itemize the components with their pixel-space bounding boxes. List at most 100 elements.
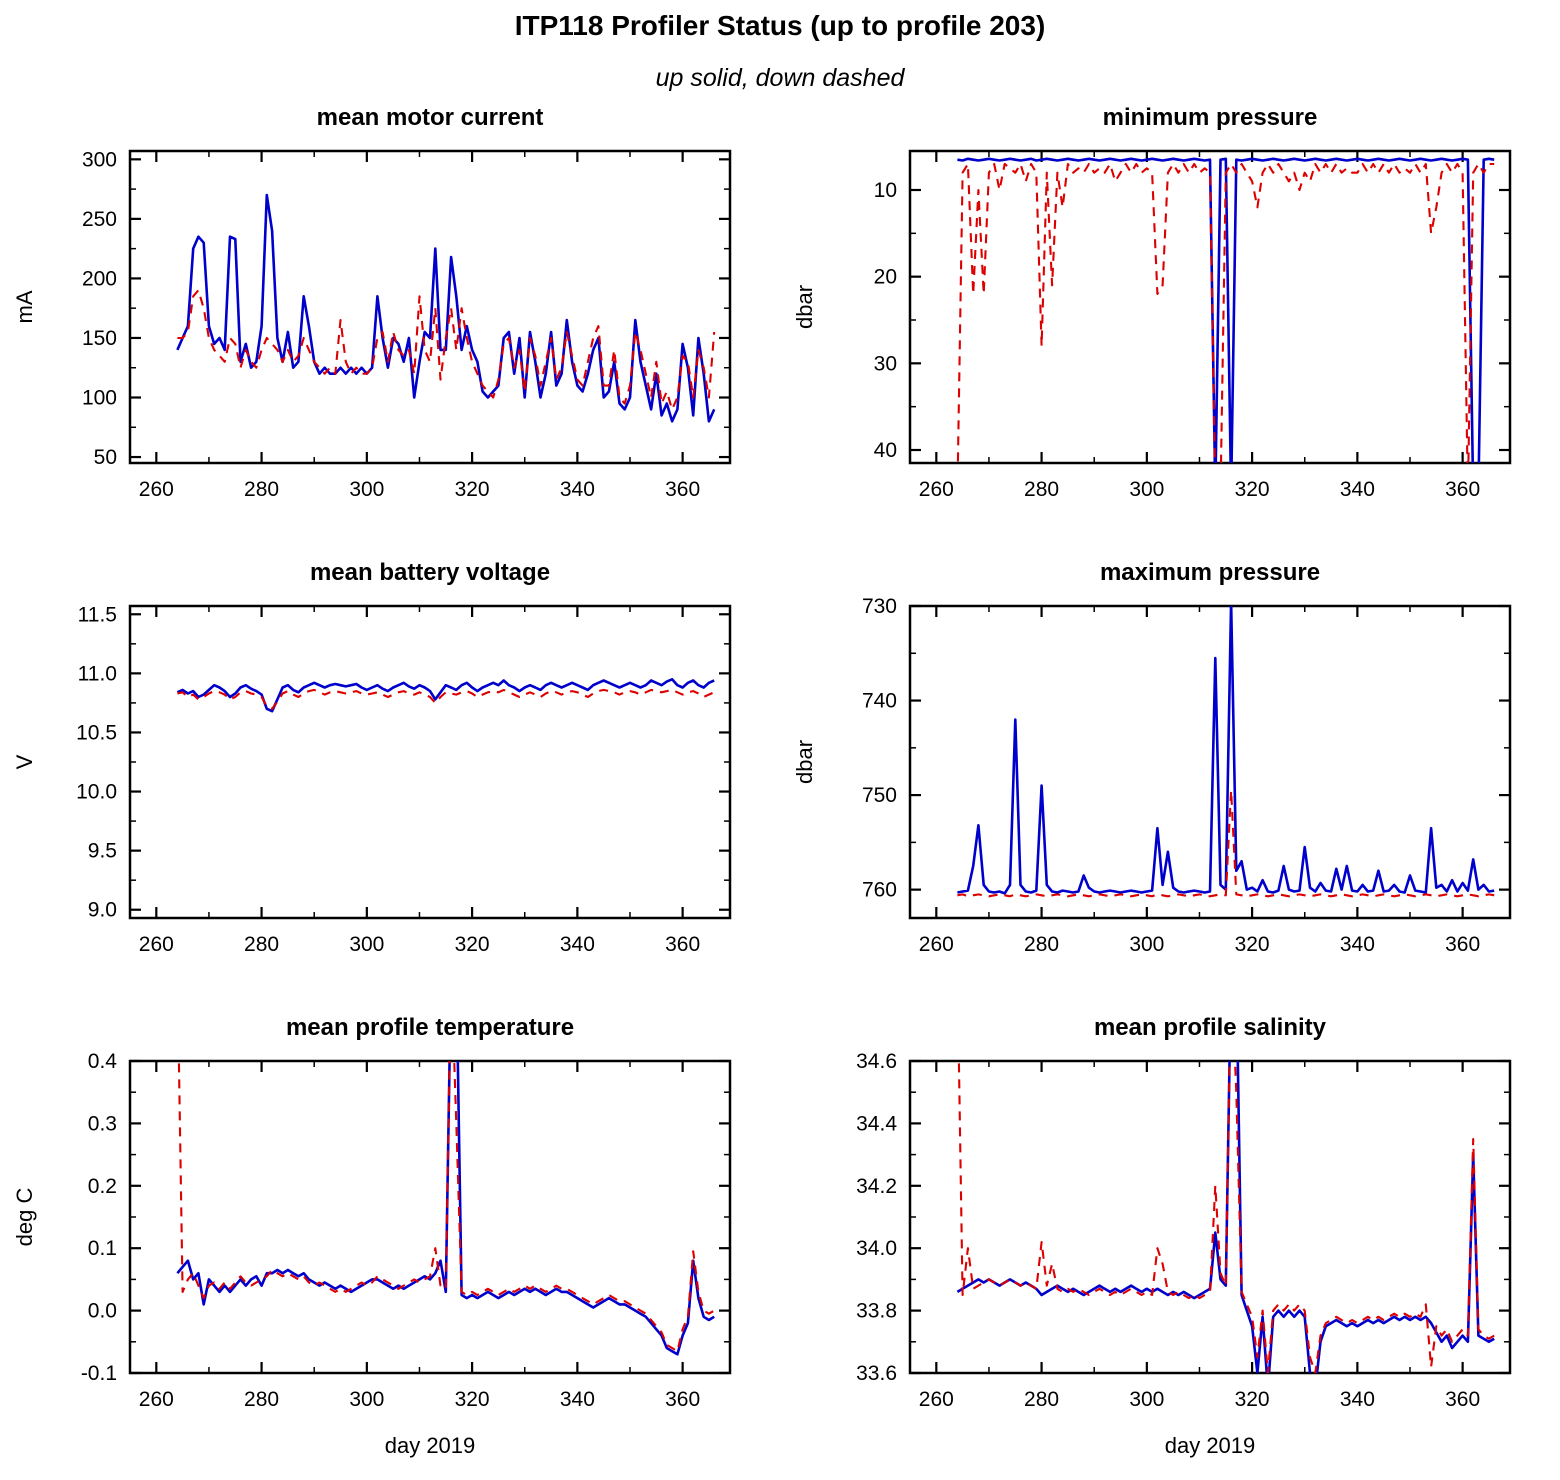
chart-svg-minimum-pressure: 260 280 300 320 340 360 10 20 30 40 minimum pressu… xyxy=(792,104,1512,501)
plot-frame xyxy=(128,1059,732,1375)
y-tick-label: 34.6 xyxy=(856,1050,897,1073)
figure-title: ITP118 Profiler Status (up to profile 20… xyxy=(514,10,1046,41)
chart-svg-mean-profile-salinity: 260 280 300 320 340 360 33.6 33.8 34.0 34.2 34.4 34… xyxy=(856,1014,1512,1458)
series-up-line xyxy=(957,606,1495,895)
y-tick-label: 0.4 xyxy=(88,1050,118,1073)
chart-minimum-pressure: 260 280 300 320 340 360 10 20 30 40 minimum pressu… xyxy=(780,104,1560,570)
subplot-title: mean battery voltage xyxy=(310,560,550,586)
x-tick-label: 320 xyxy=(1235,478,1270,501)
x-tick-label: 260 xyxy=(139,933,174,956)
series-up-line xyxy=(176,678,715,713)
chart-svg-mean-motor-current: 260 280 300 320 340 360 50 100 150 200 250 300 mean … xyxy=(12,104,732,501)
y-tick-label: 30 xyxy=(874,352,897,375)
x-tick-label: 360 xyxy=(665,478,700,501)
x-tick-label: 280 xyxy=(1024,1388,1059,1411)
y-tick-label: 10 xyxy=(874,179,897,202)
chart-svg-mean-battery-voltage: 260 280 300 320 340 360 9.0 9.5 10.0 10.5 11.0 11.5… xyxy=(12,559,732,956)
y-tick-label: 100 xyxy=(82,387,117,410)
x-axis-label: day 2019 xyxy=(1165,1433,1256,1458)
chart-svg-mean-profile-temperature: 260 280 300 320 340 360 -0.1 0.0 0.1 0.2 0.3 0.4 mea… xyxy=(12,1014,732,1458)
x-tick-label: 280 xyxy=(244,933,279,956)
x-tick-label: 340 xyxy=(560,478,595,501)
y-tick-label: 250 xyxy=(82,208,117,231)
subplot-title: maximum pressure xyxy=(1100,560,1320,586)
y-tick-label: 10.5 xyxy=(76,721,117,744)
y-tick-label: 11.5 xyxy=(78,603,117,626)
series-up-line xyxy=(957,157,1495,463)
x-tick-label: 340 xyxy=(1340,933,1375,956)
figure-subtitle: up solid, down dashed xyxy=(655,64,905,92)
x-tick-label: 300 xyxy=(1129,933,1164,956)
x-tick-label: 280 xyxy=(1024,478,1059,501)
y-tick-label: 760 xyxy=(862,879,897,902)
y-axis-label: mA xyxy=(12,290,37,323)
x-tick-label: 340 xyxy=(560,933,595,956)
y-tick-label: 34.4 xyxy=(856,1112,897,1135)
plot-frame xyxy=(908,1059,1512,1375)
x-tick-label: 320 xyxy=(455,478,490,501)
x-tick-label: 260 xyxy=(919,1388,954,1411)
x-tick-label: 320 xyxy=(1235,933,1270,956)
y-axis-label: V xyxy=(12,754,37,769)
y-tick-label: -0.1 xyxy=(81,1362,117,1385)
y-tick-label: 9.0 xyxy=(88,899,117,922)
y-axis-label: dbar xyxy=(792,740,817,784)
y-tick-label: 33.8 xyxy=(856,1300,897,1323)
chart-svg-maximum-pressure: 260 280 300 320 340 360 730 740 750 760 maximum pr… xyxy=(792,559,1512,956)
y-tick-label: 11.0 xyxy=(78,662,117,685)
x-tick-label: 360 xyxy=(1445,1388,1480,1411)
x-tick-label: 300 xyxy=(349,478,384,501)
x-tick-label: 320 xyxy=(1235,1388,1270,1411)
y-tick-label: 9.5 xyxy=(88,840,117,863)
x-tick-label: 260 xyxy=(919,933,954,956)
plot-frame xyxy=(128,149,732,465)
y-tick-label: 750 xyxy=(862,784,897,807)
plot-frame xyxy=(908,604,1512,920)
y-tick-label: 0.0 xyxy=(88,1300,117,1323)
series-down-line xyxy=(957,789,1495,898)
y-tick-label: 0.3 xyxy=(88,1112,117,1135)
series-down-line xyxy=(177,289,716,411)
y-axis-label: deg C xyxy=(12,1188,37,1247)
x-tick-label: 280 xyxy=(1024,933,1059,956)
x-tick-label: 340 xyxy=(560,1388,595,1411)
series-down-line xyxy=(177,1061,715,1353)
series-down-line xyxy=(956,162,1495,463)
x-tick-label: 300 xyxy=(349,933,384,956)
x-tick-label: 300 xyxy=(349,1388,384,1411)
y-tick-label: 34.2 xyxy=(856,1175,897,1198)
y-tick-label: 150 xyxy=(82,327,117,350)
x-tick-label: 300 xyxy=(1129,478,1164,501)
y-tick-label: 20 xyxy=(874,266,897,289)
subplot-title: mean profile salinity xyxy=(1094,1015,1327,1041)
x-tick-label: 320 xyxy=(455,1388,490,1411)
y-tick-label: 0.2 xyxy=(88,1175,117,1198)
y-tick-label: 730 xyxy=(862,595,897,618)
subplot-title: minimum pressure xyxy=(1103,105,1318,131)
series-down-line xyxy=(957,1061,1495,1373)
x-tick-label: 360 xyxy=(665,1388,700,1411)
x-tick-label: 300 xyxy=(1129,1388,1164,1411)
x-tick-label: 260 xyxy=(139,1388,174,1411)
x-tick-label: 340 xyxy=(1340,1388,1375,1411)
y-tick-label: 40 xyxy=(874,439,897,462)
x-tick-label: 260 xyxy=(919,478,954,501)
x-axis-label: day 2019 xyxy=(385,1433,476,1458)
y-tick-label: 33.6 xyxy=(856,1362,897,1385)
x-tick-label: 280 xyxy=(244,1388,279,1411)
plot-frame xyxy=(128,604,732,920)
x-tick-label: 360 xyxy=(1445,933,1480,956)
y-tick-label: 50 xyxy=(94,446,117,469)
series-up-line xyxy=(176,1061,715,1356)
subplot-title: mean motor current xyxy=(317,105,544,131)
y-tick-label: 0.1 xyxy=(88,1237,117,1260)
x-tick-label: 320 xyxy=(455,933,490,956)
series-up-line xyxy=(956,1061,1495,1373)
x-tick-label: 280 xyxy=(244,478,279,501)
y-tick-label: 34.0 xyxy=(856,1237,897,1260)
y-tick-label: 300 xyxy=(82,148,117,171)
chart-mean-profile-temperature: 260 280 300 320 340 360 -0.1 0.0 0.1 0.2 0.3 0.4 mea… xyxy=(0,1014,780,1480)
plot-frame xyxy=(908,149,1512,465)
x-tick-label: 260 xyxy=(139,478,174,501)
chart-mean-motor-current: 260 280 300 320 340 360 50 100 150 200 250 300 mean … xyxy=(0,104,780,570)
